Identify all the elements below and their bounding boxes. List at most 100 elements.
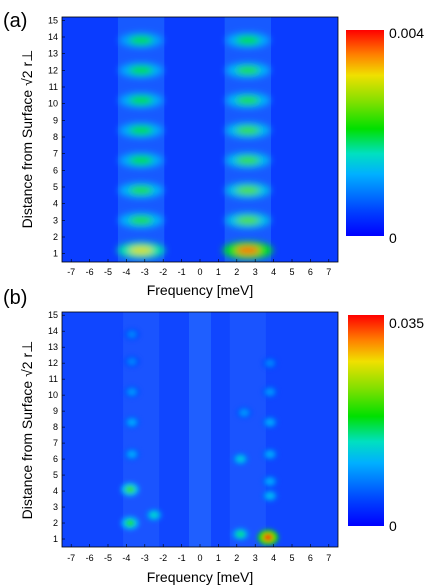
intensity-blob-core <box>265 418 275 426</box>
colorbar-b-min-label: 0 <box>389 518 397 534</box>
colorbar-a-min-label: 0 <box>389 230 397 246</box>
x-tick-label: 3 <box>253 553 258 563</box>
x-axis-label-b: Frequency [meV] <box>147 569 254 585</box>
x-tick-label: -2 <box>159 267 167 277</box>
intensity-band <box>123 312 160 547</box>
y-axis-label-b: Distance from Surface √2 r⊥ <box>19 341 35 520</box>
x-tick-label: 4 <box>271 267 276 277</box>
x-tick-label: 2 <box>234 553 239 563</box>
intensity-blob-core <box>235 66 260 75</box>
x-ticks-b: -7 -6 -5 -4 -3 -2 -1 0 1 2 3 4 5 6 7 <box>67 544 331 563</box>
x-axis-label-a: Frequency [meV] <box>147 282 254 298</box>
intensity-blob-core <box>239 409 249 417</box>
x-tick-label: 7 <box>326 553 331 563</box>
intensity-blob-core <box>235 186 260 195</box>
colorbar-a-gradient <box>346 30 384 236</box>
heatmap-b-bands <box>123 312 266 547</box>
y-tick-label: 2 <box>53 232 58 242</box>
colorbar-a-max-label: 0.004 <box>389 25 424 41</box>
intensity-blob-core <box>129 36 154 45</box>
y-tick-label: 9 <box>53 115 58 125</box>
intensity-blob-core <box>235 96 260 105</box>
x-tick-label: -2 <box>159 553 167 563</box>
intensity-blob-core <box>129 126 154 135</box>
y-tick-label: 7 <box>53 438 58 448</box>
intensity-blob-core <box>127 330 137 338</box>
y-tick-label: 11 <box>49 82 58 92</box>
x-tick-label: -5 <box>104 267 112 277</box>
intensity-blob-core <box>127 357 137 366</box>
colorbar-b-gradient <box>348 315 384 526</box>
x-tick-label: -4 <box>122 267 130 277</box>
y-tick-label: 14 <box>48 326 58 336</box>
y-tick-label: 1 <box>53 534 58 544</box>
intensity-blob-core <box>235 126 260 135</box>
intensity-band <box>188 312 212 547</box>
heatmap-a <box>61 16 339 263</box>
x-tick-label: -6 <box>86 267 94 277</box>
y-tick-label: 10 <box>48 99 58 109</box>
intensity-blob-core <box>235 216 260 225</box>
intensity-blob-core <box>265 388 275 396</box>
y-tick-label: 9 <box>53 406 58 416</box>
intensity-blob-core <box>127 418 137 426</box>
x-tick-label: 5 <box>289 553 294 563</box>
y-tick-label: 7 <box>53 149 58 159</box>
heatmap-b-blobs <box>121 328 279 546</box>
intensity-band <box>229 312 266 547</box>
y-tick-label: 12 <box>48 358 58 368</box>
x-tick-label: -7 <box>67 267 75 277</box>
x-tick-label: 6 <box>308 267 313 277</box>
y-tick-label: 5 <box>53 182 58 192</box>
heatmap-a-background <box>62 17 338 262</box>
intensity-blob-core <box>129 156 154 165</box>
y-tick-label: 3 <box>53 502 58 512</box>
x-tick-label: 0 <box>197 267 202 277</box>
y-tick-label: 11 <box>49 374 58 384</box>
intensity-blob-core <box>129 66 154 75</box>
y-axis-label-b-prefix: Distance from Surface <box>19 377 35 519</box>
y-axis-label-a-sqrt: √2 <box>19 70 35 86</box>
y-tick-label: 8 <box>53 132 58 142</box>
panel-b-label: (b) <box>3 287 27 309</box>
intensity-blob-core <box>265 359 275 367</box>
y-axis-label-b-sqrt: √2 <box>19 361 35 377</box>
intensity-blob-core <box>235 530 246 538</box>
x-tick-label: 2 <box>234 267 239 277</box>
intensity-blob-core <box>125 519 135 527</box>
x-tick-label: -3 <box>141 553 149 563</box>
y-tick-label: 5 <box>53 470 58 480</box>
y-tick-label: 2 <box>53 518 58 528</box>
intensity-blob-core <box>265 477 275 486</box>
y-tick-label: 3 <box>53 215 58 225</box>
heatmap-b <box>61 311 339 548</box>
intensity-blob-core <box>235 156 260 165</box>
y-tick-label: 15 <box>48 310 58 320</box>
y-tick-label: 6 <box>53 454 58 464</box>
y-tick-label: 14 <box>48 32 58 42</box>
intensity-blob-core <box>263 533 273 542</box>
x-tick-label: -7 <box>67 553 75 563</box>
colorbar-b: 0.035 0 <box>348 315 424 534</box>
x-tick-label: 0 <box>197 553 202 563</box>
colorbar-b-max-label: 0.035 <box>389 315 424 331</box>
intensity-blob-core <box>235 36 260 45</box>
y-tick-label: 10 <box>48 390 58 400</box>
panel-a-label: (a) <box>3 10 27 32</box>
intensity-blob-core <box>235 455 246 463</box>
x-tick-label: 5 <box>289 267 294 277</box>
heatmap-a-blobs <box>117 32 274 260</box>
y-axis-label-a-prefix: Distance from Surface <box>19 86 35 228</box>
x-tick-label: 1 <box>216 267 221 277</box>
x-tick-label: -6 <box>86 553 94 563</box>
x-ticks-a: -7 -6 -5 -4 -3 -2 -1 0 1 2 3 4 5 6 7 <box>67 259 331 277</box>
x-tick-label: 1 <box>216 553 221 563</box>
intensity-blob-core <box>149 511 159 519</box>
intensity-blob-core <box>125 485 135 494</box>
x-tick-label: -5 <box>104 553 112 563</box>
y-tick-label: 6 <box>53 165 58 175</box>
intensity-blob-core <box>129 186 154 195</box>
y-axis-label-b-suffix: r⊥ <box>19 341 35 362</box>
